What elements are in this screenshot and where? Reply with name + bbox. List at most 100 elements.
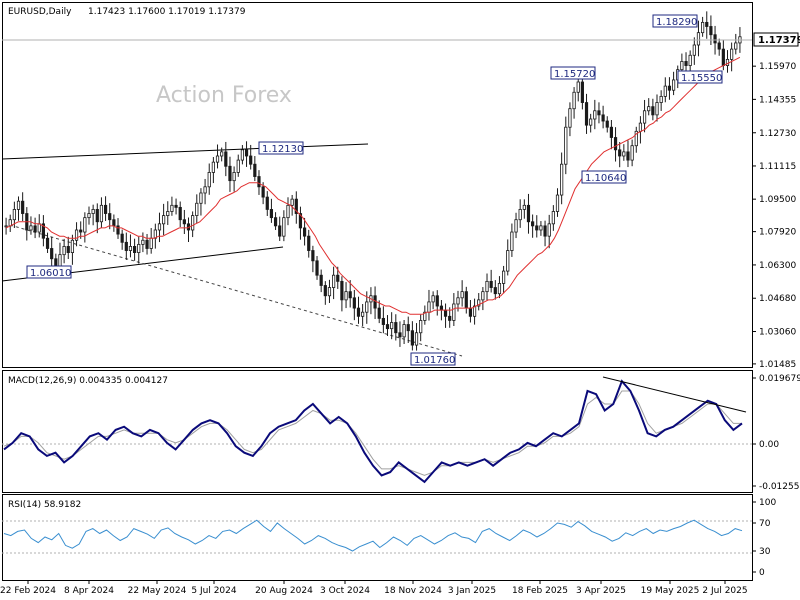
candle-body xyxy=(717,42,721,50)
candle-body xyxy=(576,81,580,93)
dashed-support-line xyxy=(9,224,463,357)
callout-high-jul: 1.18290 xyxy=(656,17,697,28)
candle-body xyxy=(696,32,701,46)
candle-body xyxy=(236,159,240,173)
candle-body xyxy=(178,206,182,221)
price-tick-label: 1.07920 xyxy=(759,228,796,238)
candle-body xyxy=(597,110,601,116)
candle-body xyxy=(655,102,659,116)
macd-tick-label: -0.012552 xyxy=(759,482,800,492)
candle-body xyxy=(506,250,510,272)
candle-body xyxy=(244,149,249,157)
candle-body xyxy=(481,291,485,301)
current-price-box xyxy=(753,32,799,47)
candle-body xyxy=(228,165,232,182)
rsi-line xyxy=(3,519,743,552)
candle-body xyxy=(663,85,667,97)
candle-body xyxy=(667,85,672,91)
callout-low-jan: 1.01760 xyxy=(414,355,455,366)
current-price-label: 1.17379 xyxy=(758,35,800,46)
candle-body xyxy=(302,227,307,237)
candle-body xyxy=(50,248,54,260)
candle-body xyxy=(203,186,207,194)
candle-body xyxy=(294,198,298,214)
candle-body xyxy=(66,246,70,253)
callout-high-apr: 1.15720 xyxy=(554,69,595,80)
macd-signal-line xyxy=(3,390,742,476)
candle-body xyxy=(290,198,294,206)
candle-body xyxy=(394,322,398,334)
callout-low-apr24: 1.06010 xyxy=(30,268,71,279)
candle-body xyxy=(116,225,120,235)
candle-body xyxy=(319,274,323,286)
candle-body xyxy=(240,149,244,161)
rsi-y-axis: 100 70 30 0 xyxy=(752,498,776,578)
candle-body xyxy=(74,229,79,241)
candle-body xyxy=(601,114,605,122)
candle-body xyxy=(128,246,133,251)
candle-body xyxy=(514,219,518,233)
candle-body xyxy=(427,301,431,313)
candle-body xyxy=(489,280,493,288)
candle-body xyxy=(112,219,116,227)
candle-body xyxy=(721,48,725,66)
price-callouts: 1.18290 1.15720 1.15550 1.10640 1.12130 … xyxy=(26,14,723,366)
candle-body xyxy=(688,54,692,66)
candle-body xyxy=(543,225,547,237)
candle-body xyxy=(410,330,414,346)
candle-body xyxy=(124,241,128,251)
candle-body xyxy=(344,291,348,301)
candle-body xyxy=(224,151,228,167)
price-tick-label: 1.06300 xyxy=(759,261,796,271)
candle-body xyxy=(551,211,555,225)
candle-body xyxy=(249,155,253,165)
candle-body xyxy=(278,225,282,237)
candle-body xyxy=(709,26,713,36)
candle-body xyxy=(626,151,630,161)
candle-body xyxy=(647,106,651,112)
candle-body xyxy=(539,225,543,231)
candle-body xyxy=(199,192,203,204)
candle-body xyxy=(273,217,278,227)
callout-low-jun-box xyxy=(677,70,723,84)
candle-body xyxy=(472,305,477,317)
date-tick-label: 3 Oct 2024 xyxy=(320,586,370,596)
upper-channel-line xyxy=(1,143,369,160)
candle-body xyxy=(605,120,609,128)
candle-body xyxy=(215,155,220,163)
candle-body xyxy=(547,223,551,237)
price-y-axis: 1.15970 1.14355 1.12730 1.11115 1.09500 1.079… xyxy=(752,62,796,370)
candle-body xyxy=(356,307,361,317)
candle-body xyxy=(377,307,381,319)
macd-tick-label: 0.00 xyxy=(759,440,779,450)
candle-body xyxy=(348,291,352,299)
candle-body xyxy=(79,229,83,233)
candle-body xyxy=(385,324,390,330)
candle-body xyxy=(435,295,439,307)
candle-body xyxy=(311,250,315,262)
macd-title: MACD(12,26,9) 0.004335 0.004127 xyxy=(8,376,168,386)
candle-body xyxy=(95,209,99,223)
candle-body xyxy=(485,280,489,293)
candle-body xyxy=(518,209,522,221)
candle-body xyxy=(402,324,406,338)
candle-body xyxy=(315,260,319,276)
candle-body xyxy=(531,221,535,227)
candle-body xyxy=(638,122,643,132)
candle-body xyxy=(83,217,87,233)
candle-body xyxy=(21,200,25,214)
candle-body xyxy=(253,163,257,177)
candle-body xyxy=(120,233,124,243)
price-tick-label: 1.11115 xyxy=(759,162,796,172)
ohlc-label: 1.17423 1.17600 1.17019 1.17379 xyxy=(88,7,246,17)
candle-body xyxy=(195,202,199,216)
callout-high-sep: 1.12130 xyxy=(262,144,303,155)
price-tick-label: 1.14355 xyxy=(759,95,796,105)
candle-body xyxy=(568,108,572,128)
candle-body xyxy=(671,79,676,91)
price-tick-label: 1.04680 xyxy=(759,294,796,304)
candle-body xyxy=(70,239,75,253)
watermark-logo: Action Forex xyxy=(156,83,292,108)
candle-body xyxy=(133,246,137,253)
candle-body xyxy=(468,307,473,317)
